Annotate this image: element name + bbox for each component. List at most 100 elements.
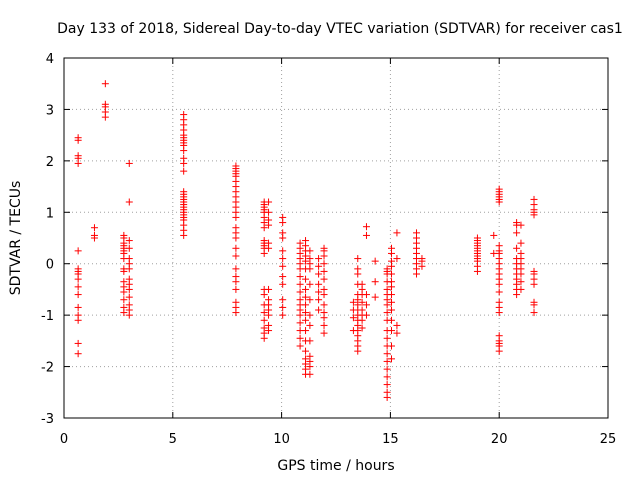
data-point xyxy=(362,223,370,231)
data-point xyxy=(315,280,323,288)
data-point xyxy=(279,280,287,288)
axis-ticks xyxy=(63,57,609,419)
data-point xyxy=(302,316,310,324)
data-point xyxy=(358,306,366,314)
chart-title: Day 133 of 2018, Sidereal Day-to-day VTE… xyxy=(57,21,623,37)
data-point xyxy=(306,280,314,288)
data-point xyxy=(383,381,391,389)
data-point xyxy=(383,265,391,273)
data-point xyxy=(101,100,109,108)
data-point xyxy=(315,270,323,278)
data-point xyxy=(74,291,82,299)
data-point xyxy=(306,337,314,345)
data-point xyxy=(383,334,391,342)
data-point xyxy=(74,303,82,311)
x-tick-label: 0 xyxy=(60,432,68,447)
data-point xyxy=(265,296,273,304)
data-point xyxy=(315,306,323,314)
data-point xyxy=(232,244,240,252)
data-point xyxy=(232,224,240,232)
data-point xyxy=(74,152,82,160)
data-point xyxy=(180,167,188,175)
data-point xyxy=(387,342,395,350)
data-point xyxy=(517,278,525,286)
data-point xyxy=(302,309,310,317)
data-points xyxy=(74,80,538,401)
y-axis-label: SDTVAR / TECUs xyxy=(8,181,24,296)
y-tick-label: 4 xyxy=(46,52,54,67)
data-point xyxy=(296,280,304,288)
data-point xyxy=(530,309,538,317)
data-point xyxy=(495,288,503,296)
data-point xyxy=(495,185,503,193)
data-point xyxy=(232,265,240,273)
data-point xyxy=(302,327,310,335)
data-point xyxy=(387,278,395,286)
y-tick-label: -2 xyxy=(41,361,54,376)
data-point xyxy=(296,296,304,304)
data-point xyxy=(120,303,128,311)
data-point xyxy=(418,255,426,263)
data-point xyxy=(517,285,525,293)
data-point xyxy=(383,365,391,373)
data-point xyxy=(383,309,391,317)
data-point xyxy=(296,239,304,247)
data-point xyxy=(306,321,314,329)
data-point xyxy=(371,278,379,286)
x-tick-label: 25 xyxy=(600,432,617,447)
data-point xyxy=(358,298,366,306)
data-point xyxy=(232,252,240,260)
data-point xyxy=(473,234,481,242)
data-point xyxy=(125,255,133,263)
data-point xyxy=(260,237,268,245)
data-point xyxy=(320,285,328,293)
data-point xyxy=(387,355,395,363)
data-point xyxy=(302,237,310,245)
data-point xyxy=(279,311,287,319)
data-point xyxy=(232,162,240,170)
data-point xyxy=(362,291,370,299)
x-tick-label: 5 xyxy=(169,432,177,447)
data-point xyxy=(315,255,323,263)
data-point xyxy=(517,221,525,229)
data-point xyxy=(74,134,82,142)
data-point xyxy=(260,309,268,317)
data-point xyxy=(513,229,521,237)
data-point xyxy=(354,265,362,273)
data-point xyxy=(296,319,304,327)
data-point xyxy=(180,154,188,162)
data-point xyxy=(120,278,128,286)
data-point xyxy=(371,257,379,265)
data-point xyxy=(279,213,287,221)
data-point xyxy=(495,242,503,250)
data-point xyxy=(232,273,240,281)
data-point xyxy=(315,296,323,304)
data-point xyxy=(302,301,310,309)
y-tick-label: 1 xyxy=(46,206,54,221)
data-point xyxy=(296,334,304,342)
data-point xyxy=(232,285,240,293)
data-point xyxy=(320,309,328,317)
data-point xyxy=(349,298,357,306)
y-tick-label: 0 xyxy=(46,258,54,273)
data-point xyxy=(74,265,82,273)
data-point xyxy=(302,293,310,301)
x-tick-label: 20 xyxy=(491,432,508,447)
gridlines xyxy=(64,58,608,418)
data-point xyxy=(517,239,525,247)
data-point xyxy=(306,296,314,304)
data-point xyxy=(358,324,366,332)
data-point xyxy=(265,208,273,216)
data-point xyxy=(387,257,395,265)
data-point xyxy=(90,231,98,239)
data-point xyxy=(358,280,366,288)
data-point xyxy=(279,273,287,281)
data-point xyxy=(74,283,82,291)
data-point xyxy=(320,329,328,337)
data-point xyxy=(279,296,287,304)
data-point xyxy=(315,288,323,296)
data-point xyxy=(180,188,188,196)
data-point xyxy=(296,288,304,296)
data-point xyxy=(90,224,98,232)
